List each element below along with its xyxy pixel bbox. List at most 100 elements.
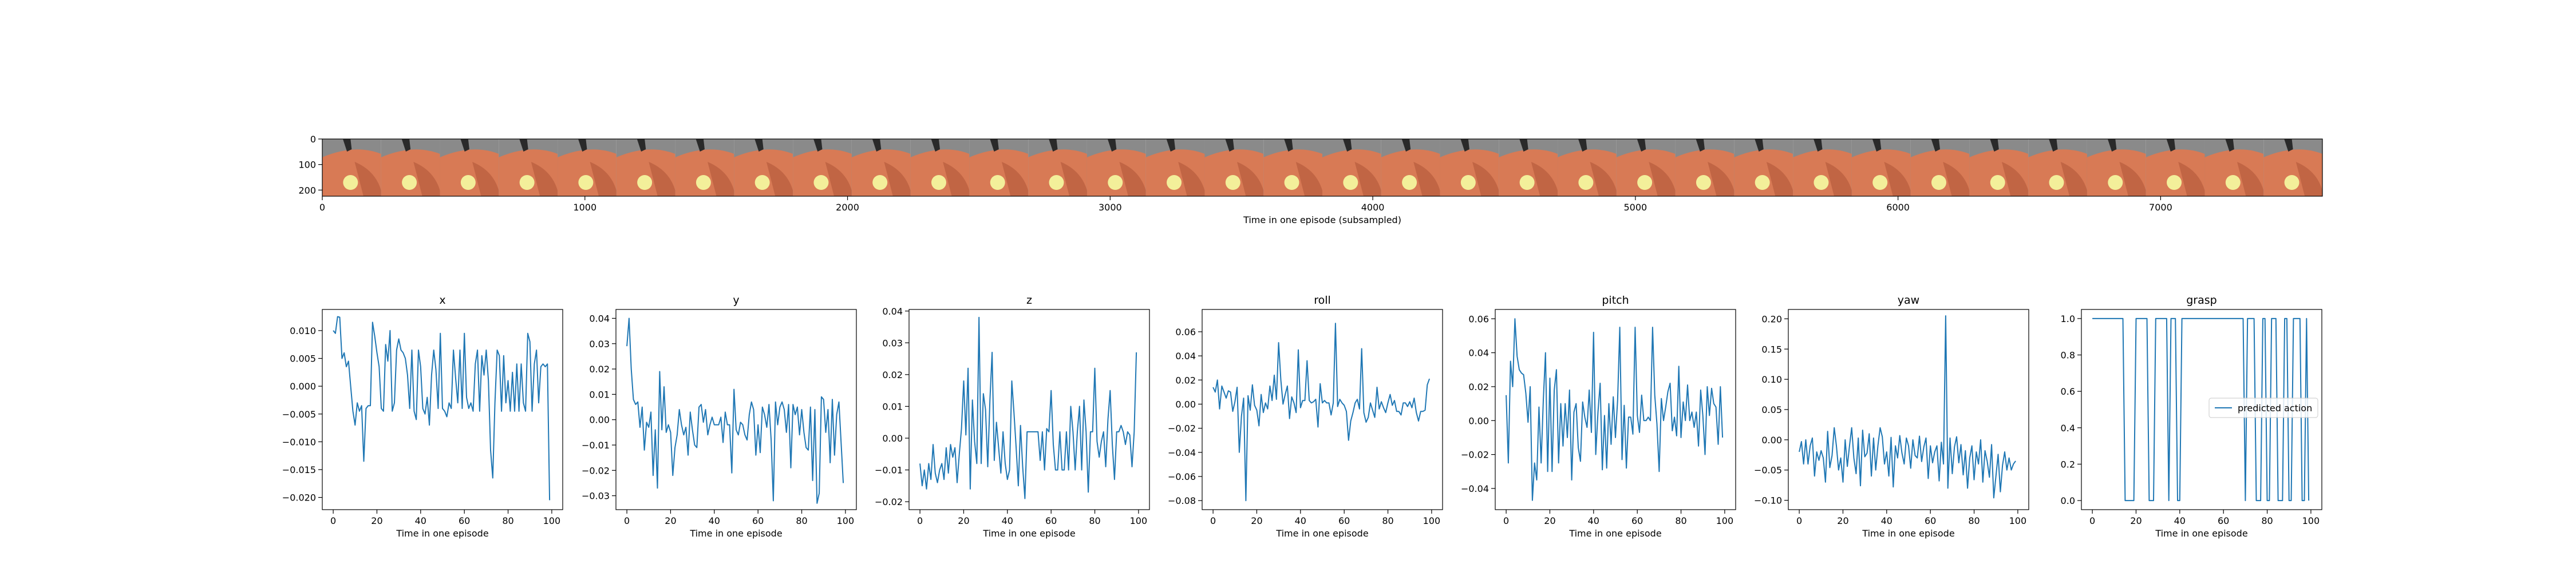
y-tick-label: 0.00 [1761,435,1782,446]
ball-shape [1931,175,1946,190]
object-shadow [354,162,381,196]
gripper-shape [2049,139,2058,152]
y-tick-label: 0.04 [589,313,610,324]
gripper-shape [872,139,882,152]
frame-thumbnail [322,139,381,196]
x-tick-label: 40 [1002,515,1013,526]
frame-thumbnail [1204,139,1264,196]
frame-thumbnail [910,139,970,196]
x-tick-label: 20 [371,515,382,526]
x-tick-label: 0 [1503,515,1509,526]
image-strip: 0 1000 2000 3000 4000 5000 6000 7000 0 100 200 Time… [298,134,2323,225]
x-tick-label: 20 [665,515,676,526]
chart-6: 0 20 40 60 80 100 0.0 0.2 0.4 0.6 0.8 1.0 grasp Time … [2061,294,2322,539]
y-tick-label: −0.02 [1168,423,1196,434]
y-tick-label: −0.02 [875,496,903,507]
chart-0: 0 20 40 60 80 100 −0.020 −0.015 −0.010 −0.005 0.00… [282,294,563,539]
y-tick-label: 0.01 [589,389,610,400]
strip-y-tick-label: 0 [310,134,316,145]
object-shadow [1178,162,1205,196]
y-tick-label: −0.02 [1461,450,1489,460]
chart-title: x [439,294,445,307]
y-tick-label: 0.00 [1175,399,1196,410]
x-tick-label: 40 [1881,515,1893,526]
object-shadow [649,162,675,196]
y-tick-label: 0.02 [589,364,610,375]
y-tick-label: −0.01 [875,465,903,476]
gripper-shape [519,139,528,152]
y-tick-label: 0.00 [1468,415,1489,426]
ball-shape [1755,175,1770,190]
x-axis-label: Time in one episode [689,528,782,539]
x-tick-label: 20 [1544,515,1555,526]
y-tick-label: 0.04 [1175,351,1196,362]
frame-thumbnail [440,139,499,196]
x-tick-label: 40 [1295,515,1306,526]
strip-x-tick-label: 6000 [1886,202,1910,213]
x-tick-label: 80 [2261,515,2273,526]
strip-x-axis-label: Time in one episode (subsampled) [1243,214,1401,225]
y-tick-label: −0.04 [1461,483,1489,494]
strip-y-tick-label: 100 [298,160,316,170]
y-tick-label: −0.015 [282,464,316,475]
x-tick-label: 100 [1716,515,1734,526]
ball-shape [1990,175,2005,190]
object-shadow [766,162,793,196]
frame-thumbnail [2146,139,2205,196]
plot-frame [322,309,563,510]
frame-thumbnail [969,139,1029,196]
gripper-shape [1637,139,1646,152]
x-tick-label: 100 [1423,515,1441,526]
gripper-shape [1755,139,1764,152]
frame-thumbnail [1969,139,2029,196]
frame-thumbnail [1851,139,1911,196]
ball-shape [2284,175,2300,190]
strip-x-tick-label: 1000 [573,202,596,213]
frame-thumbnail [793,139,852,196]
x-tick-label: 0 [624,515,630,526]
y-tick-label: 0.02 [882,370,903,380]
ball-shape [578,175,594,190]
object-shadow [1943,162,1970,196]
y-tick-label: 0.6 [2061,386,2075,397]
x-tick-label: 80 [796,515,807,526]
object-shadow [1060,162,1087,196]
gripper-shape [1049,139,1058,152]
object-shadow [1884,162,1911,196]
object-shadow [2060,162,2087,196]
y-tick-label: −0.020 [282,492,316,503]
y-tick-label: 0.02 [1175,375,1196,386]
ball-shape [2108,175,2123,190]
x-axis-label: Time in one episode [1275,528,1368,539]
object-shadow [1472,162,1499,196]
object-shadow [884,162,911,196]
y-tick-label: −0.10 [1754,495,1782,506]
frame-thumbnail [1793,139,1852,196]
object-shadow [1119,162,1146,196]
y-tick-label: 0.02 [1468,382,1489,392]
series-line [1506,318,1724,501]
x-tick-label: 20 [1837,515,1848,526]
frame-thumbnail [381,139,440,196]
object-shadow [1649,162,1676,196]
object-shadow [2119,162,2146,196]
y-tick-label: 0.2 [2061,459,2075,470]
y-tick-label: 0.005 [290,353,316,364]
gripper-shape [696,139,705,152]
gripper-shape [931,139,941,152]
ball-shape [519,175,535,190]
x-tick-label: 40 [709,515,720,526]
ball-shape [2049,175,2064,190]
x-tick-label: 80 [1089,515,1100,526]
object-shadow [472,162,499,196]
frame-thumbnail [1028,139,1087,196]
y-tick-label: −0.005 [282,409,316,420]
y-tick-label: 0.04 [882,306,903,317]
series-line [2092,317,2310,502]
x-tick-label: 20 [958,515,969,526]
x-tick-label: 0 [330,515,336,526]
gripper-shape [1578,139,1587,152]
frame-thumbnail [1910,139,1970,196]
gripper-shape [342,139,352,152]
